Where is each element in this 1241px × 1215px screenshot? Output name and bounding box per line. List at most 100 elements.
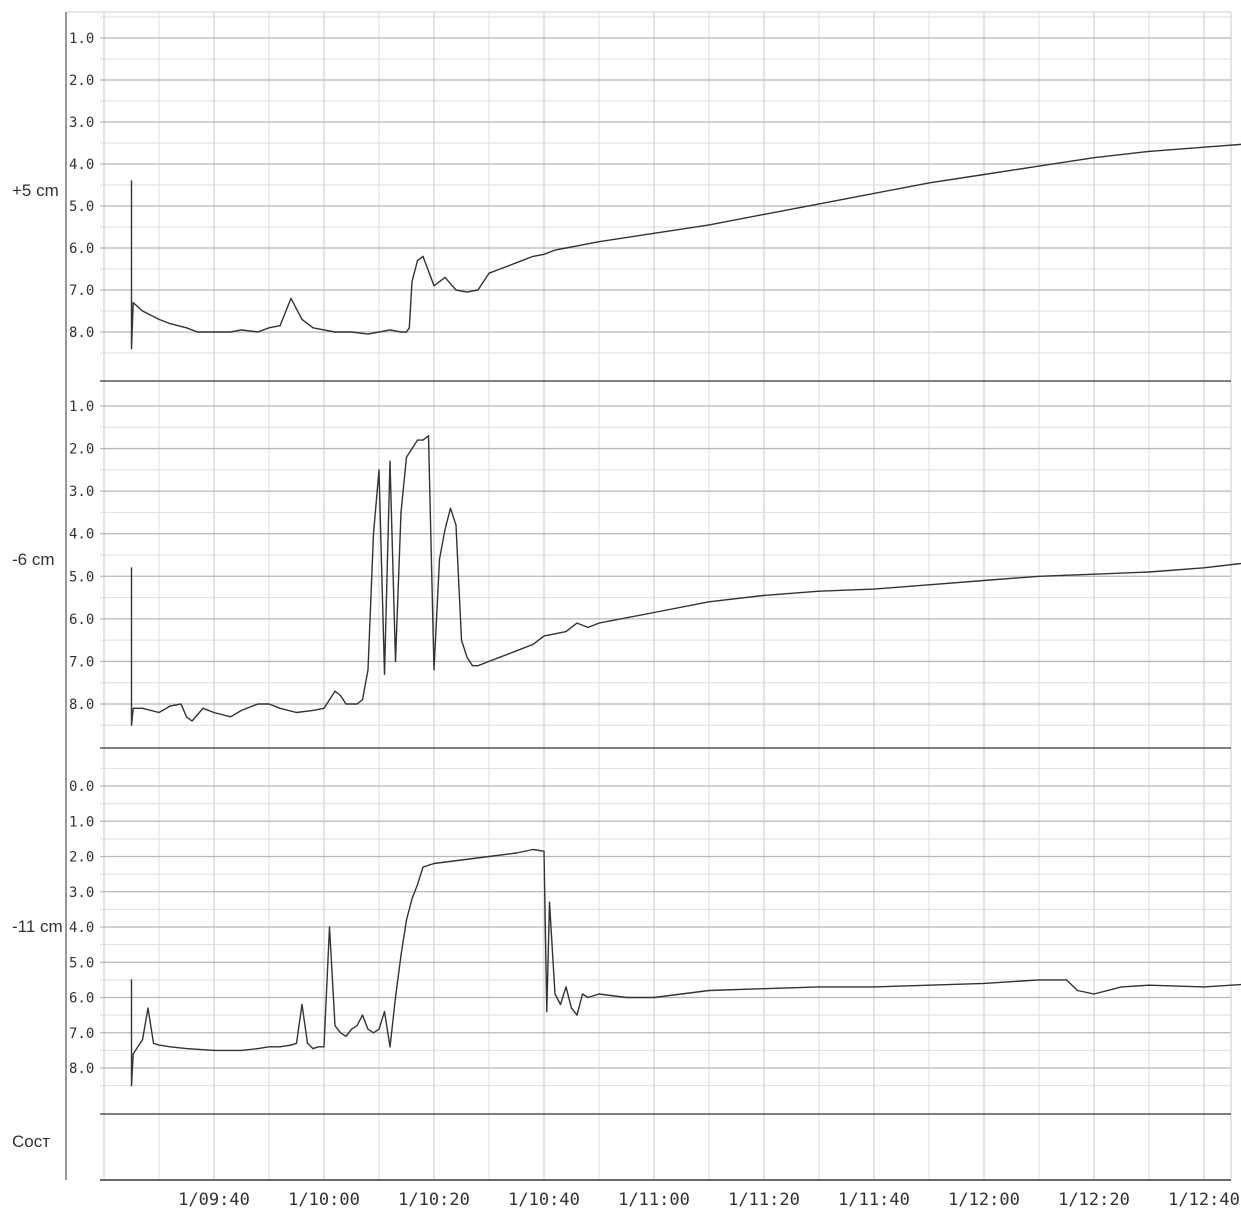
series-point xyxy=(142,1039,143,1040)
y-tick-label: 6.0 xyxy=(69,241,94,257)
series-point xyxy=(186,716,187,717)
series-point xyxy=(472,665,473,666)
series-point xyxy=(131,180,132,181)
y-tick-label: 5.0 xyxy=(69,199,94,215)
series-point xyxy=(428,435,429,436)
series-point xyxy=(554,633,555,634)
series-point xyxy=(257,1048,258,1049)
series-point xyxy=(323,1046,324,1047)
series-point xyxy=(133,302,134,303)
series-point xyxy=(411,448,412,449)
series-point xyxy=(213,331,214,332)
series-point xyxy=(340,1032,341,1033)
y-tick-label: 3.0 xyxy=(69,885,94,901)
series-point xyxy=(928,182,929,183)
series-point xyxy=(1203,147,1204,148)
series-point xyxy=(516,650,517,651)
panel-label: -6 cm xyxy=(12,550,55,569)
panel-label: -11 cm xyxy=(12,917,63,936)
series-point xyxy=(417,260,418,261)
series-point xyxy=(653,233,654,234)
series-point xyxy=(411,281,412,282)
series-point xyxy=(582,993,583,994)
x-tick-label: 1/11:00 xyxy=(618,1190,690,1210)
series-point xyxy=(131,1085,132,1086)
series-point xyxy=(312,327,313,328)
y-tick-label: 6.0 xyxy=(69,612,94,628)
series-point xyxy=(384,674,385,675)
series-point xyxy=(532,644,533,645)
series-point xyxy=(1093,574,1094,575)
series-point xyxy=(565,247,566,248)
series-point xyxy=(477,289,478,290)
series-point xyxy=(142,310,143,311)
series-line xyxy=(132,436,1241,726)
series-point xyxy=(466,657,467,658)
series-point xyxy=(395,997,396,998)
series-point xyxy=(180,703,181,704)
series-point xyxy=(389,461,390,462)
series-point xyxy=(576,245,577,246)
series-point xyxy=(983,174,984,175)
series-point xyxy=(202,708,203,709)
y-tick-label: 8.0 xyxy=(69,1061,94,1077)
series-point xyxy=(356,703,357,704)
series-point xyxy=(488,856,489,857)
series-point xyxy=(587,627,588,628)
series-point xyxy=(147,1008,148,1009)
series-point xyxy=(598,241,599,242)
axis-layer xyxy=(66,12,1231,1180)
series-point xyxy=(213,1050,214,1051)
series-point xyxy=(169,706,170,707)
series-point xyxy=(461,859,462,860)
series-point xyxy=(389,1046,390,1047)
series-point xyxy=(356,1025,357,1026)
series-point xyxy=(301,319,302,320)
series-point xyxy=(587,243,588,244)
series-point xyxy=(928,985,929,986)
series-point xyxy=(301,1004,302,1005)
y-tick-label: 5.0 xyxy=(69,955,94,971)
series-point xyxy=(587,997,588,998)
series-point xyxy=(818,203,819,204)
y-tick-label: 0.0 xyxy=(69,779,94,795)
y-tick-label: 4.0 xyxy=(69,527,94,543)
series-point xyxy=(400,512,401,513)
series-point xyxy=(409,327,410,328)
y-tick-label: 2.0 xyxy=(69,73,94,89)
series-point xyxy=(131,348,132,349)
series-point xyxy=(131,725,132,726)
series-point xyxy=(560,1004,561,1005)
series-point xyxy=(417,440,418,441)
series-point xyxy=(653,997,654,998)
series-point xyxy=(488,661,489,662)
series-point xyxy=(1038,979,1039,980)
series-point xyxy=(158,319,159,320)
series-point xyxy=(455,525,456,526)
series-point xyxy=(158,712,159,713)
series-point xyxy=(543,851,544,852)
series-point xyxy=(389,329,390,330)
series-point xyxy=(158,1045,159,1046)
y-tick-label: 6.0 xyxy=(69,991,94,1007)
series-point xyxy=(598,993,599,994)
series-point xyxy=(543,254,544,255)
y-tick-label: 1.0 xyxy=(69,31,94,47)
series-point xyxy=(928,584,929,585)
series-point xyxy=(461,640,462,641)
series-point xyxy=(411,898,412,899)
x-tick-label: 1/10:40 xyxy=(508,1190,580,1210)
series-point xyxy=(455,289,456,290)
series-point xyxy=(554,993,555,994)
series-point xyxy=(378,331,379,332)
x-tick-label: 1/12:40 xyxy=(1168,1190,1240,1210)
series-point xyxy=(279,325,280,326)
series-point xyxy=(153,1043,154,1044)
series-point xyxy=(439,559,440,560)
series-point xyxy=(549,902,550,903)
x-tick-label: 1/10:00 xyxy=(288,1190,360,1210)
series-point xyxy=(257,703,258,704)
series-point xyxy=(296,1043,297,1044)
series-point xyxy=(499,657,500,658)
